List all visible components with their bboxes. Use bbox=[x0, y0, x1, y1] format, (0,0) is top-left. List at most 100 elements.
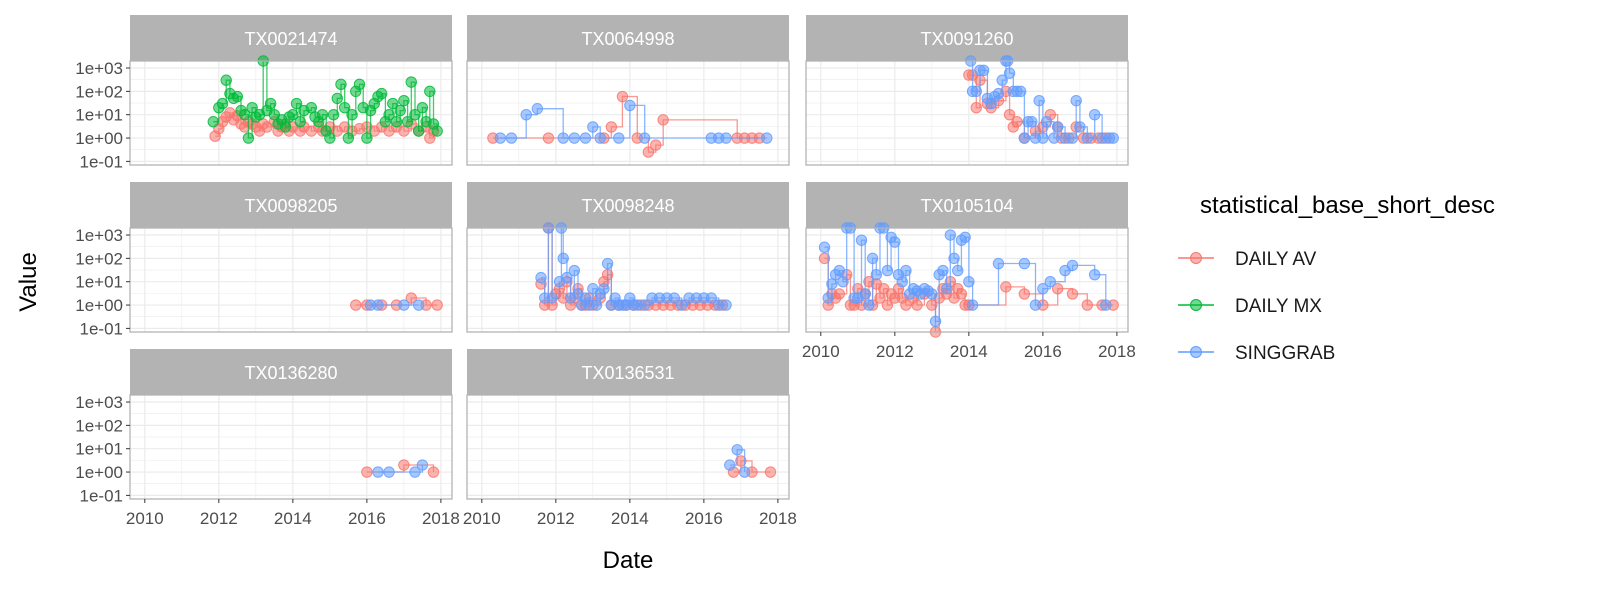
data-point bbox=[361, 466, 373, 478]
data-point bbox=[372, 466, 384, 478]
panel-border bbox=[805, 60, 1129, 166]
data-point bbox=[383, 466, 395, 478]
data-point bbox=[720, 299, 732, 311]
y-tick-label: 1e+01 bbox=[75, 106, 123, 125]
x-tick-label: 2016 bbox=[685, 509, 723, 528]
data-point bbox=[338, 101, 351, 114]
data-point bbox=[1018, 132, 1031, 144]
facet-title: TX0098205 bbox=[244, 196, 337, 216]
panel-border bbox=[129, 60, 453, 166]
data-point bbox=[1000, 281, 1012, 293]
data-point bbox=[1026, 116, 1038, 128]
data-point bbox=[416, 459, 429, 471]
data-point bbox=[1051, 121, 1064, 133]
data-point bbox=[1066, 132, 1079, 144]
facet-title: TX0105104 bbox=[920, 196, 1013, 216]
panel-border bbox=[129, 227, 453, 333]
data-point bbox=[1100, 299, 1112, 311]
data-point bbox=[401, 116, 414, 128]
data-point bbox=[731, 444, 743, 456]
legend-label: DAILY MX bbox=[1235, 296, 1322, 317]
y-tick-label: 1e+01 bbox=[75, 440, 123, 459]
data-point bbox=[1044, 276, 1056, 288]
data-point bbox=[394, 104, 406, 117]
data-point bbox=[650, 139, 662, 151]
facet-TX0136280: TX0136280 bbox=[129, 349, 453, 500]
data-point bbox=[375, 87, 388, 100]
data-point bbox=[279, 121, 292, 133]
x-tick-label: 2010 bbox=[802, 342, 840, 361]
data-point bbox=[346, 109, 358, 121]
panel-border bbox=[466, 60, 790, 166]
data-point bbox=[505, 132, 518, 144]
data-point bbox=[764, 466, 777, 478]
data-point bbox=[294, 116, 306, 128]
data-point bbox=[724, 459, 736, 471]
data-point bbox=[568, 132, 581, 144]
data-point bbox=[383, 109, 395, 121]
data-point bbox=[863, 299, 875, 311]
data-point bbox=[398, 299, 410, 311]
x-tick-label: 2018 bbox=[759, 509, 797, 528]
data-point bbox=[1074, 121, 1086, 133]
data-point bbox=[613, 132, 625, 144]
x-tick-label: 2014 bbox=[274, 509, 312, 528]
legend-label: SINGGRAB bbox=[1235, 343, 1335, 364]
data-point bbox=[1066, 259, 1079, 272]
panel-border bbox=[466, 227, 790, 333]
data-point bbox=[542, 132, 555, 144]
legend-title: statistical_base_short_desc bbox=[1200, 192, 1495, 219]
data-point bbox=[963, 276, 975, 288]
data-point bbox=[624, 99, 636, 112]
data-point bbox=[390, 116, 403, 128]
data-point bbox=[940, 283, 953, 295]
marks bbox=[350, 292, 443, 311]
data-point bbox=[335, 78, 347, 91]
data-point bbox=[900, 264, 912, 277]
marks bbox=[361, 459, 440, 478]
facet-title: TX0064998 bbox=[581, 29, 674, 49]
data-point bbox=[944, 229, 957, 241]
data-point bbox=[1070, 94, 1082, 107]
data-point bbox=[1037, 283, 1049, 295]
data-point bbox=[1011, 116, 1023, 128]
panel-background bbox=[467, 61, 789, 165]
data-point bbox=[996, 74, 1008, 86]
data-point bbox=[859, 288, 871, 300]
data-point bbox=[833, 288, 846, 300]
data-point bbox=[1003, 109, 1016, 121]
y-tick-label: 1e+03 bbox=[75, 59, 123, 78]
data-point bbox=[1051, 283, 1064, 295]
data-point bbox=[557, 252, 569, 265]
data-point bbox=[324, 132, 336, 144]
data-point bbox=[424, 85, 436, 98]
data-point bbox=[1048, 132, 1060, 144]
data-point bbox=[239, 109, 251, 121]
data-point bbox=[900, 299, 912, 311]
data-point bbox=[601, 257, 614, 270]
data-point bbox=[705, 292, 717, 304]
data-point bbox=[818, 241, 831, 253]
data-point bbox=[959, 231, 971, 243]
facet-title: TX0091260 bbox=[920, 29, 1013, 49]
x-tick-label: 2010 bbox=[126, 509, 164, 528]
facets-layer: TX0021474 TX0064998 TX0091260 TX0098205 TX00… bbox=[129, 15, 1129, 500]
data-point bbox=[720, 132, 732, 144]
data-point bbox=[242, 132, 255, 144]
x-tick-label: 2016 bbox=[348, 509, 386, 528]
data-point bbox=[287, 109, 299, 121]
data-point bbox=[405, 76, 417, 88]
data-point bbox=[290, 97, 303, 110]
panel-border bbox=[466, 394, 790, 500]
y-tick-label: 1e+01 bbox=[75, 273, 123, 292]
gridlines bbox=[806, 61, 1128, 165]
x-tick-label: 2018 bbox=[1098, 342, 1136, 361]
data-point bbox=[535, 271, 547, 284]
gridlines bbox=[130, 228, 452, 332]
data-point bbox=[675, 299, 688, 311]
facet-TX0064998: TX0064998 bbox=[466, 15, 790, 166]
data-point bbox=[350, 299, 362, 311]
y-tick-label: 1e+02 bbox=[75, 416, 123, 435]
legend-key-point bbox=[1190, 299, 1202, 311]
data-point bbox=[866, 252, 879, 265]
